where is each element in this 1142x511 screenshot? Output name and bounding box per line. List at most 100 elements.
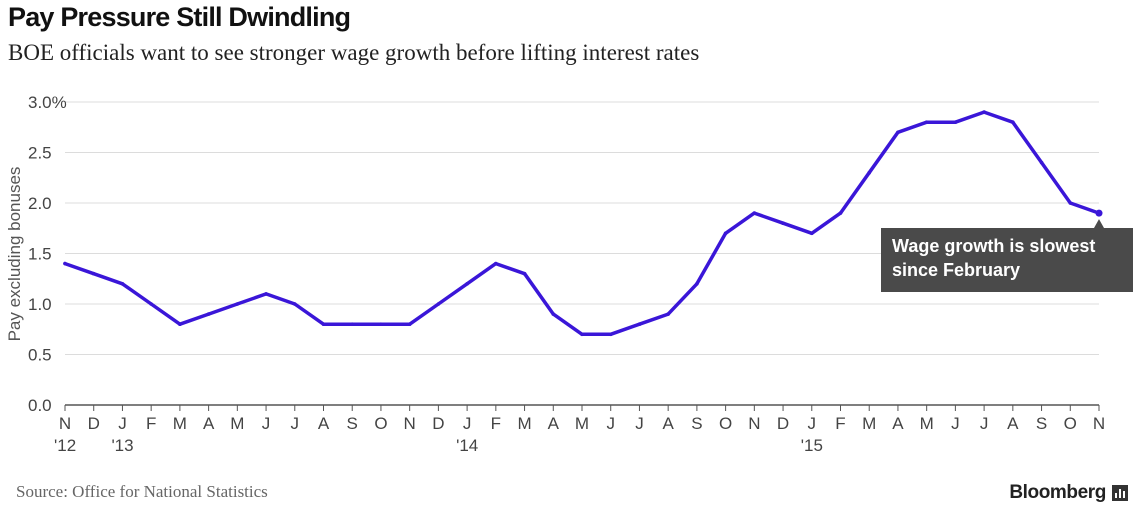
data-point	[407, 322, 412, 327]
x-tick-label: D	[88, 414, 100, 433]
data-point	[580, 332, 584, 337]
x-tick-label: J	[635, 414, 644, 433]
x-tick-label: O	[719, 414, 732, 433]
x-tick-label: J	[291, 414, 300, 433]
y-tick-label: 3.0%	[28, 93, 67, 112]
x-year-label: '13	[111, 436, 133, 455]
x-tick-label: S	[1036, 414, 1047, 433]
annotation-pointer	[1094, 219, 1104, 228]
x-tick-label: F	[491, 414, 501, 433]
x-tick-label: N	[748, 414, 760, 433]
x-axis: N D J F M A M J J A S O N D J F M A M J J A S O N D J F M A M J J A S O N'12…	[54, 405, 1105, 455]
chart-subtitle: BOE officials want to see stronger wage …	[8, 40, 700, 65]
x-year-label: '15	[801, 436, 823, 455]
brand-name: Bloomberg	[1009, 482, 1106, 503]
data-point	[982, 110, 986, 114]
x-tick-label: S	[347, 414, 358, 433]
data-point	[752, 211, 757, 215]
x-tick-label: M	[862, 414, 876, 433]
x-tick-label: J	[606, 414, 615, 433]
x-tick-label: A	[548, 414, 560, 433]
data-point	[924, 120, 929, 124]
y-tick-label: 1.5	[28, 245, 52, 264]
y-tick-label: 1.0	[28, 295, 52, 314]
data-point	[350, 322, 355, 327]
x-tick-label: A	[1007, 414, 1019, 433]
annotation-box	[881, 228, 1133, 292]
data-point	[522, 271, 527, 276]
x-tick-label: M	[920, 414, 934, 433]
data-point	[1011, 120, 1015, 124]
x-tick-label: A	[318, 414, 330, 433]
x-tick-label: J	[118, 414, 127, 433]
brand-logo: Bloomberg	[1009, 482, 1128, 504]
data-point	[838, 211, 843, 215]
data-point	[608, 332, 613, 337]
data-point	[292, 302, 297, 306]
data-point	[321, 322, 326, 327]
data-point	[206, 312, 211, 316]
data-point	[867, 170, 872, 175]
y-tick-label: 0.5	[28, 346, 52, 365]
data-point	[637, 322, 642, 327]
x-tick-label: J	[262, 414, 271, 433]
source-note: Source: Office for National Statistics	[16, 482, 268, 501]
x-year-label: '12	[54, 436, 76, 455]
y-axis-label: Pay excluding bonuses	[5, 167, 24, 342]
y-tick-label: 2.5	[28, 144, 52, 163]
data-point	[149, 302, 153, 306]
x-tick-label: J	[980, 414, 989, 433]
y-tick-label: 2.0	[28, 194, 52, 213]
data-point	[666, 312, 670, 316]
data-point	[953, 120, 958, 124]
annotation-line-2: since February	[892, 260, 1020, 280]
data-point	[465, 282, 469, 286]
x-tick-label: N	[59, 414, 71, 433]
data-point	[1068, 201, 1073, 205]
data-point	[235, 302, 240, 306]
data-point	[809, 231, 814, 236]
x-tick-label: J	[463, 414, 472, 433]
data-point	[436, 302, 441, 306]
x-tick-label: J	[951, 414, 960, 433]
x-tick-label: D	[777, 414, 789, 433]
x-tick-label: M	[575, 414, 589, 433]
x-tick-label: O	[374, 414, 387, 433]
x-tick-label: O	[1064, 414, 1077, 433]
y-axis-ticks: 3.0% 2.5 2.0 1.5 1.0 0.5 0.0	[28, 93, 67, 415]
bar-chart-icon	[1112, 485, 1128, 501]
data-point	[379, 322, 383, 327]
data-point	[63, 261, 67, 266]
data-point	[723, 231, 728, 236]
last-data-point	[1095, 209, 1103, 217]
data-point	[896, 130, 900, 135]
annotation: Wage growth is slowest since February	[881, 219, 1133, 292]
series-group	[63, 110, 1103, 337]
x-tick-label: M	[517, 414, 531, 433]
data-point	[695, 282, 699, 286]
x-tick-label: M	[230, 414, 244, 433]
y-tick-label: 0.0	[28, 396, 52, 415]
x-tick-label: A	[203, 414, 215, 433]
x-tick-label: F	[146, 414, 156, 433]
data-point	[264, 292, 268, 296]
data-point	[91, 271, 96, 276]
x-tick-label: A	[662, 414, 674, 433]
x-tick-label: M	[173, 414, 187, 433]
x-tick-label: J	[808, 414, 817, 433]
data-point	[120, 282, 125, 286]
data-point	[1039, 160, 1044, 165]
data-point	[781, 221, 785, 225]
chart-title: Pay Pressure Still Dwindling	[8, 2, 351, 32]
x-tick-label: N	[404, 414, 416, 433]
annotation-line-1: Wage growth is slowest	[892, 236, 1095, 256]
x-tick-label: S	[691, 414, 702, 433]
x-tick-label: F	[835, 414, 845, 433]
x-year-label: '14	[456, 436, 478, 455]
data-point	[178, 322, 182, 327]
data-point	[551, 312, 556, 316]
x-tick-label: N	[1093, 414, 1105, 433]
x-tick-label: A	[892, 414, 904, 433]
series-line	[63, 110, 1101, 337]
